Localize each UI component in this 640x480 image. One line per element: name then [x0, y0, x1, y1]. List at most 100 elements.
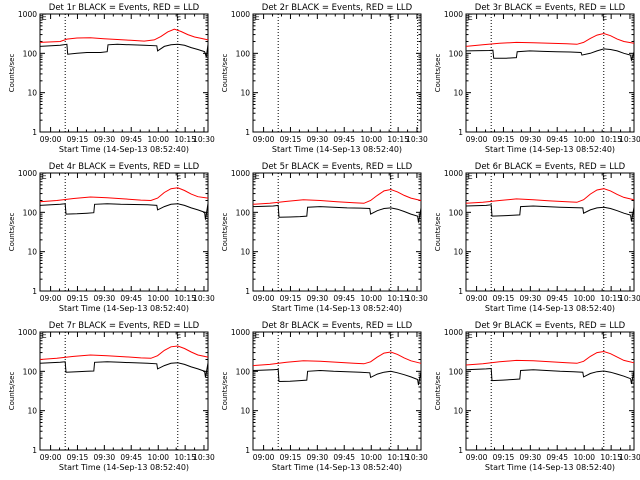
annotation-label: E — [42, 172, 47, 181]
y-tick-label: 1 — [32, 446, 37, 455]
y-tick-label: 1 — [32, 287, 37, 296]
y-tick-label: 1 — [245, 287, 250, 296]
panel-9: Det 9r BLACK = Events, RED = LLD Counts/s… — [434, 321, 640, 472]
y-tick-label: 10 — [27, 248, 37, 257]
y-tick-label: 100 — [236, 367, 251, 376]
x-tick-label: 10:00 — [573, 294, 595, 303]
x-tick-label: 10:00 — [360, 135, 382, 144]
y-tick-label: 10 — [453, 248, 463, 257]
x-tick-label: 10:15 — [600, 453, 622, 462]
panel-5: Det 5r BLACK = Events, RED = LLD Counts/s… — [221, 162, 428, 313]
x-tick-label: 10:00 — [573, 453, 595, 462]
panel-8: Det 8r BLACK = Events, RED = LLD Counts/s… — [221, 321, 428, 472]
x-tick-label: 10:15 — [174, 453, 196, 462]
y-tick-label: 100 — [23, 208, 38, 217]
y-tick-label: 10 — [240, 248, 250, 257]
panel-7: Det 7r BLACK = Events, RED = LLD Counts/s… — [8, 321, 215, 472]
x-tick-label: 10:15 — [600, 135, 622, 144]
y-tick-label: 100 — [449, 367, 464, 376]
x-tick-label: 10:00 — [147, 453, 169, 462]
chart-title: Det 6r BLACK = Events, RED = LLD — [475, 162, 626, 172]
x-axis-label: Start Time (14-Sep-13 08:52:40) — [59, 463, 189, 472]
x-tick-label: 10:00 — [147, 294, 169, 303]
events-series-line — [465, 367, 635, 384]
y-tick-label: 1000 — [444, 328, 463, 337]
y-tick-label: 1 — [458, 287, 463, 296]
chart-title: Det 9r BLACK = Events, RED = LLD — [475, 321, 626, 331]
x-tick-label: 10:30 — [193, 294, 215, 303]
events-series-line — [252, 368, 422, 386]
panel-2: Det 2r BLACK = Events, RED = LLD Counts/s… — [221, 3, 428, 154]
plot-frame — [465, 331, 635, 451]
x-axis-label: Start Time (14-Sep-13 08:52:40) — [272, 463, 402, 472]
lld-series-line — [39, 187, 209, 203]
x-tick-label: 09:30 — [520, 294, 542, 303]
y-tick-label: 10 — [27, 89, 37, 98]
x-tick-label: 09:00 — [253, 453, 275, 462]
chart-title: Det 3r BLACK = Events, RED = LLD — [475, 3, 626, 13]
plot-frame — [252, 331, 422, 451]
x-tick-label: 10:00 — [360, 453, 382, 462]
y-axis-label: Counts/sec — [221, 213, 229, 252]
x-tick-label: 09:00 — [466, 294, 488, 303]
x-axis-label: Start Time (14-Sep-13 08:52:40) — [272, 145, 402, 154]
x-tick-label: 09:30 — [520, 135, 542, 144]
x-tick-label: 09:30 — [520, 453, 542, 462]
annotation-label: E — [176, 172, 181, 181]
x-tick-label: 09:00 — [40, 135, 62, 144]
y-axis-label: Counts/sec — [8, 372, 16, 411]
events-series-line — [252, 204, 422, 223]
lld-series-line — [39, 28, 209, 43]
y-tick-label: 10 — [453, 407, 463, 416]
x-tick-label: 09:45 — [333, 453, 355, 462]
x-tick-label: 09:45 — [546, 453, 568, 462]
x-tick-label: 09:15 — [493, 135, 515, 144]
x-tick-label: 10:15 — [387, 135, 409, 144]
x-tick-label: 09:45 — [333, 135, 355, 144]
panel-1: Det 1r BLACK = Events, RED = LLD Counts/s… — [8, 3, 215, 154]
x-tick-label: 09:45 — [333, 294, 355, 303]
x-tick-label: 10:00 — [360, 294, 382, 303]
x-tick-label: 09:30 — [307, 453, 329, 462]
lld-series-line — [465, 188, 635, 204]
x-tick-label: 09:00 — [466, 135, 488, 144]
lld-series-line — [465, 32, 635, 47]
x-tick-label: 10:00 — [573, 135, 595, 144]
y-tick-label: 10 — [240, 89, 250, 98]
x-tick-label: 09:00 — [253, 294, 275, 303]
x-tick-label: 10:30 — [619, 135, 640, 144]
panel-4: Det 4r BLACK = Events, RED = LLD Counts/s… — [8, 162, 215, 313]
x-axis-label: Start Time (14-Sep-13 08:52:40) — [272, 304, 402, 313]
y-tick-label: 1 — [245, 128, 250, 137]
y-tick-label: 100 — [236, 49, 251, 58]
y-tick-label: 1000 — [231, 328, 250, 337]
events-series-line — [39, 43, 209, 58]
y-tick-label: 1000 — [18, 328, 37, 337]
x-tick-label: 09:30 — [94, 453, 116, 462]
x-tick-label: 09:00 — [466, 453, 488, 462]
annotation-label: E — [255, 331, 260, 340]
plot-frame — [39, 172, 209, 292]
x-tick-label: 09:15 — [67, 294, 89, 303]
y-tick-label: 1000 — [444, 10, 463, 19]
x-tick-label: 10:15 — [174, 135, 196, 144]
panel-3: Det 3r BLACK = Events, RED = LLD Counts/s… — [434, 3, 640, 154]
x-tick-label: 10:30 — [193, 135, 215, 144]
y-tick-label: 1000 — [18, 169, 37, 178]
y-tick-label: 100 — [23, 367, 38, 376]
chart-title: Det 5r BLACK = Events, RED = LLD — [262, 162, 413, 172]
y-tick-label: 1 — [32, 128, 37, 137]
y-axis-label: Counts/sec — [434, 54, 442, 93]
x-tick-label: 10:30 — [619, 294, 640, 303]
x-tick-label: 10:30 — [406, 453, 428, 462]
lld-series-line — [252, 351, 422, 367]
events-series-line — [465, 204, 635, 222]
lld-series-line — [39, 345, 209, 360]
y-axis-label: Counts/sec — [221, 54, 229, 93]
x-tick-label: 10:15 — [174, 294, 196, 303]
annotation-label: E — [255, 13, 260, 22]
x-tick-label: 09:30 — [94, 294, 116, 303]
events-series-line — [39, 203, 209, 220]
x-tick-label: 09:00 — [253, 135, 275, 144]
annotation-label: E — [176, 331, 181, 340]
